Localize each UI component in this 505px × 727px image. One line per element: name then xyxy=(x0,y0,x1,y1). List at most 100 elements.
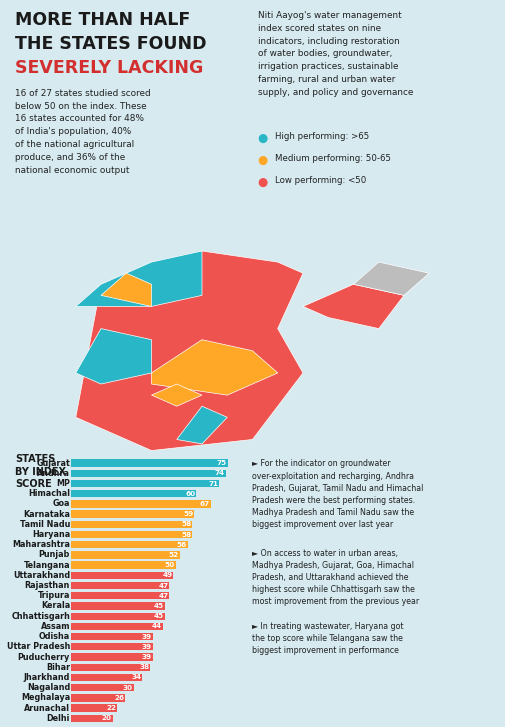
Text: MP: MP xyxy=(56,479,70,488)
Text: 56: 56 xyxy=(177,542,187,547)
Text: 60: 60 xyxy=(185,491,195,497)
Text: 49: 49 xyxy=(162,572,172,579)
Text: Meghalaya: Meghalaya xyxy=(21,694,70,702)
Bar xyxy=(71,561,176,569)
Text: 67: 67 xyxy=(200,501,210,507)
Polygon shape xyxy=(303,284,404,329)
Polygon shape xyxy=(152,384,202,406)
Text: MORE THAN HALF: MORE THAN HALF xyxy=(15,11,190,29)
Text: Low performing: <50: Low performing: <50 xyxy=(275,176,367,185)
Polygon shape xyxy=(354,262,429,295)
Text: Himachal: Himachal xyxy=(28,489,70,498)
Text: 58: 58 xyxy=(181,531,191,537)
Bar xyxy=(71,459,228,467)
Bar xyxy=(71,674,142,681)
Bar xyxy=(71,500,211,507)
Text: 45: 45 xyxy=(154,613,164,619)
Text: Odisha: Odisha xyxy=(39,632,70,641)
Bar xyxy=(71,613,165,620)
Text: Kerala: Kerala xyxy=(41,601,70,611)
Text: 22: 22 xyxy=(106,705,116,711)
Text: 30: 30 xyxy=(123,685,133,691)
Text: STATES
BY INDEX
SCORE: STATES BY INDEX SCORE xyxy=(15,454,66,489)
Bar xyxy=(71,541,188,548)
Text: Maharashtra: Maharashtra xyxy=(12,540,70,550)
Text: Goa: Goa xyxy=(53,499,70,508)
Text: Haryana: Haryana xyxy=(32,530,70,539)
Text: 47: 47 xyxy=(158,593,168,599)
Bar xyxy=(71,654,153,661)
Bar xyxy=(71,664,150,671)
Text: 45: 45 xyxy=(154,603,164,609)
Text: Delhi: Delhi xyxy=(46,714,70,723)
Text: Bihar: Bihar xyxy=(46,663,70,672)
Text: High performing: >65: High performing: >65 xyxy=(275,132,370,141)
Polygon shape xyxy=(76,329,152,384)
Text: Tamil Nadu: Tamil Nadu xyxy=(20,520,70,529)
Text: 26: 26 xyxy=(114,695,124,701)
Bar xyxy=(71,510,194,518)
Text: 75: 75 xyxy=(217,460,227,466)
Bar xyxy=(71,603,165,610)
Text: 59: 59 xyxy=(183,511,193,517)
Bar xyxy=(71,531,192,538)
Text: Gujarat: Gujarat xyxy=(36,459,70,467)
Bar xyxy=(71,623,163,630)
Text: SEVERELY LACKING: SEVERELY LACKING xyxy=(15,59,204,77)
Bar xyxy=(71,551,180,558)
Bar xyxy=(71,470,226,477)
Polygon shape xyxy=(152,340,278,395)
Text: Tripura: Tripura xyxy=(37,591,70,601)
Bar xyxy=(71,521,192,528)
Text: Andhra: Andhra xyxy=(37,469,70,478)
Text: THE STATES FOUND: THE STATES FOUND xyxy=(15,35,207,53)
Text: Punjab: Punjab xyxy=(39,550,70,560)
Text: Telangana: Telangana xyxy=(23,561,70,570)
Text: Arunachal: Arunachal xyxy=(24,704,70,712)
Text: Uttarakhand: Uttarakhand xyxy=(13,571,70,580)
Text: 52: 52 xyxy=(169,552,179,558)
Bar xyxy=(71,704,117,712)
Bar xyxy=(71,582,169,590)
Text: Assam: Assam xyxy=(40,622,70,631)
Text: 74: 74 xyxy=(215,470,225,476)
Text: ► For the indicator on groundwater
over-exploitation and recharging, Andhra
Prad: ► For the indicator on groundwater over-… xyxy=(252,459,424,529)
Text: 34: 34 xyxy=(131,675,141,680)
Text: 47: 47 xyxy=(158,582,168,589)
Bar xyxy=(71,694,125,702)
Text: 58: 58 xyxy=(181,521,191,527)
Text: ► In treating wastewater, Haryana got
the top score while Telangana saw the
bigg: ► In treating wastewater, Haryana got th… xyxy=(252,622,404,655)
Text: Puducherry: Puducherry xyxy=(18,653,70,662)
Text: Jharkhand: Jharkhand xyxy=(24,673,70,682)
Bar xyxy=(71,592,169,600)
Text: 20: 20 xyxy=(102,715,112,721)
Text: Medium performing: 50-65: Medium performing: 50-65 xyxy=(275,154,391,163)
Polygon shape xyxy=(101,273,152,307)
Bar xyxy=(71,715,113,722)
Text: 39: 39 xyxy=(141,634,152,640)
Bar xyxy=(71,633,153,640)
Text: Uttar Pradesh: Uttar Pradesh xyxy=(7,643,70,651)
Polygon shape xyxy=(76,251,303,451)
Text: ► On access to water in urban areas,
Madhya Pradesh, Gujarat, Goa, Himachal
Prad: ► On access to water in urban areas, Mad… xyxy=(252,549,420,606)
Polygon shape xyxy=(177,406,227,444)
Bar xyxy=(71,643,153,651)
Text: ●: ● xyxy=(258,154,268,167)
Bar xyxy=(71,684,134,691)
Text: 39: 39 xyxy=(141,654,152,660)
Text: 50: 50 xyxy=(165,562,175,569)
Polygon shape xyxy=(76,251,202,307)
Text: 44: 44 xyxy=(152,624,162,630)
Bar xyxy=(71,480,220,487)
Text: Rajasthan: Rajasthan xyxy=(25,581,70,590)
Text: Niti Aayog's water management
index scored states on nine
indicators, including : Niti Aayog's water management index scor… xyxy=(258,11,413,97)
Text: 71: 71 xyxy=(209,481,218,486)
Bar xyxy=(71,571,174,579)
Text: 16 of 27 states studied scored
below 50 on the index. These
16 states accounted : 16 of 27 states studied scored below 50 … xyxy=(15,89,151,174)
Text: Karnataka: Karnataka xyxy=(23,510,70,518)
Text: 38: 38 xyxy=(139,664,149,670)
Bar xyxy=(71,490,196,497)
Text: ●: ● xyxy=(258,176,268,189)
Text: Nagaland: Nagaland xyxy=(27,683,70,692)
Text: 39: 39 xyxy=(141,644,152,650)
